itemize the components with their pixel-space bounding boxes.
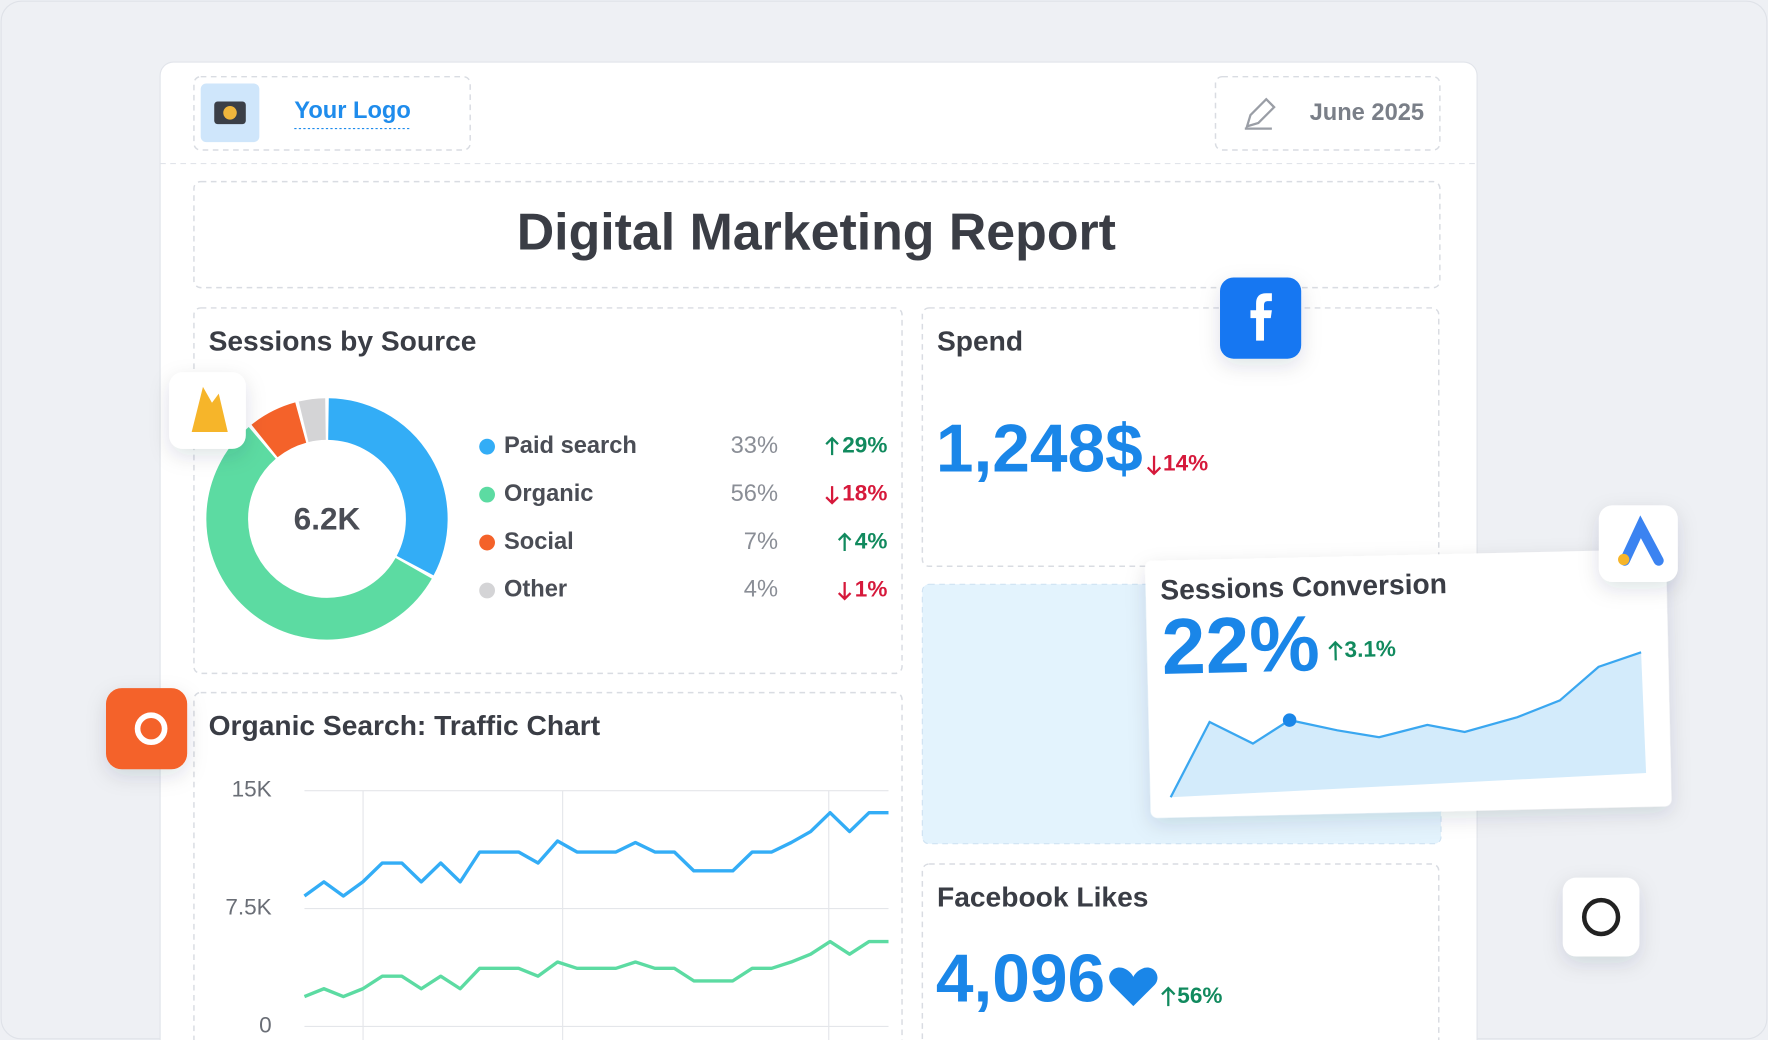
panel-title: Sessions Conversion (1160, 567, 1447, 606)
legend-label: Organic (504, 481, 593, 507)
spend-value: 1,248$ (936, 411, 1143, 486)
y-tick-label: 15K (232, 777, 272, 802)
panel-title: Facebook Likes (937, 880, 1148, 912)
title-box (193, 180, 1441, 289)
change-value: 29% (842, 433, 887, 458)
facebook-glyph (1250, 293, 1272, 341)
donut-segment (251, 402, 308, 458)
change-arrow (825, 486, 839, 505)
legend-dot (479, 534, 495, 551)
donut-segment (206, 427, 432, 640)
change-value: 18% (842, 481, 887, 506)
legend-dot (479, 582, 495, 599)
sparkline-area (1170, 652, 1647, 798)
change-arrow (825, 436, 839, 456)
legend-dot (479, 438, 495, 455)
traffic-panel (193, 691, 903, 1040)
donut-segment (327, 398, 448, 576)
line-series (303, 811, 889, 898)
change-arrow (1161, 986, 1176, 1007)
semrush-icon[interactable] (105, 688, 188, 770)
google-ads-icon[interactable] (1598, 505, 1678, 583)
report-date[interactable]: June 2025 (1310, 100, 1424, 126)
legend-dot (479, 486, 495, 503)
logo-text[interactable]: Your Logo (294, 98, 411, 124)
legend-label: Paid search (504, 433, 637, 459)
panel-title: Organic Search: Traffic Chart (209, 709, 601, 741)
change-arrow (1328, 640, 1343, 661)
change-value: 3.1% (1344, 636, 1396, 662)
date-box (1214, 75, 1441, 151)
panel-title: Spend (937, 324, 1023, 356)
legend-label: Other (504, 577, 567, 603)
change-value: 14% (1163, 451, 1208, 476)
sessions-panel (193, 307, 903, 675)
share-label: 33% (731, 433, 778, 459)
conversion-card: Sessions Conversion 22% 3.1% (1145, 549, 1672, 818)
share-label: 56% (731, 481, 778, 507)
report-title: Digital Marketing Report (517, 202, 1116, 260)
line-series (303, 939, 889, 999)
change-value: 4% (855, 529, 888, 554)
line-chart: 0 7.5K 15K (225, 777, 889, 1040)
change-arrow (837, 532, 852, 552)
legend: Paid search 33% 29% Organic 56% 18% Social 7% 4%… (479, 433, 887, 603)
change-arrow (837, 582, 852, 601)
panel-title: Sessions by Source (209, 324, 477, 356)
edit-icon[interactable] (1244, 97, 1276, 130)
conversion-value: 22% (1161, 599, 1321, 691)
share-label: 7% (744, 529, 778, 555)
legend-label: Social (504, 529, 574, 555)
likes-value: 4,096 (936, 941, 1105, 1016)
share-label: 4% (744, 577, 778, 603)
google-ads-dot (1618, 553, 1630, 566)
mailchimp-glyph (1581, 897, 1621, 937)
y-tick-label: 0 (259, 1012, 272, 1037)
y-tick-label: 7.5K (225, 895, 271, 920)
sparkline (1169, 651, 1642, 798)
app-icons (105, 277, 1678, 957)
change-value: 56% (1177, 983, 1222, 1008)
firebase-flame (191, 386, 228, 433)
donut-segment (298, 398, 327, 443)
donut-total: 6.2K (294, 500, 361, 536)
change-arrow (1146, 455, 1162, 476)
donut (206, 398, 448, 640)
heart-icon (1109, 967, 1158, 1007)
likes-panel (921, 863, 1440, 1040)
camera-lens (223, 106, 237, 120)
google-ads-glyph (1619, 515, 1664, 566)
change-value: 1% (855, 576, 888, 601)
semrush-glyph (134, 712, 168, 746)
sparkline-point (1282, 713, 1297, 727)
mailchimp-icon[interactable] (1562, 877, 1640, 957)
conversion-change: 3.1% (1328, 636, 1396, 662)
logo-box (193, 75, 471, 151)
